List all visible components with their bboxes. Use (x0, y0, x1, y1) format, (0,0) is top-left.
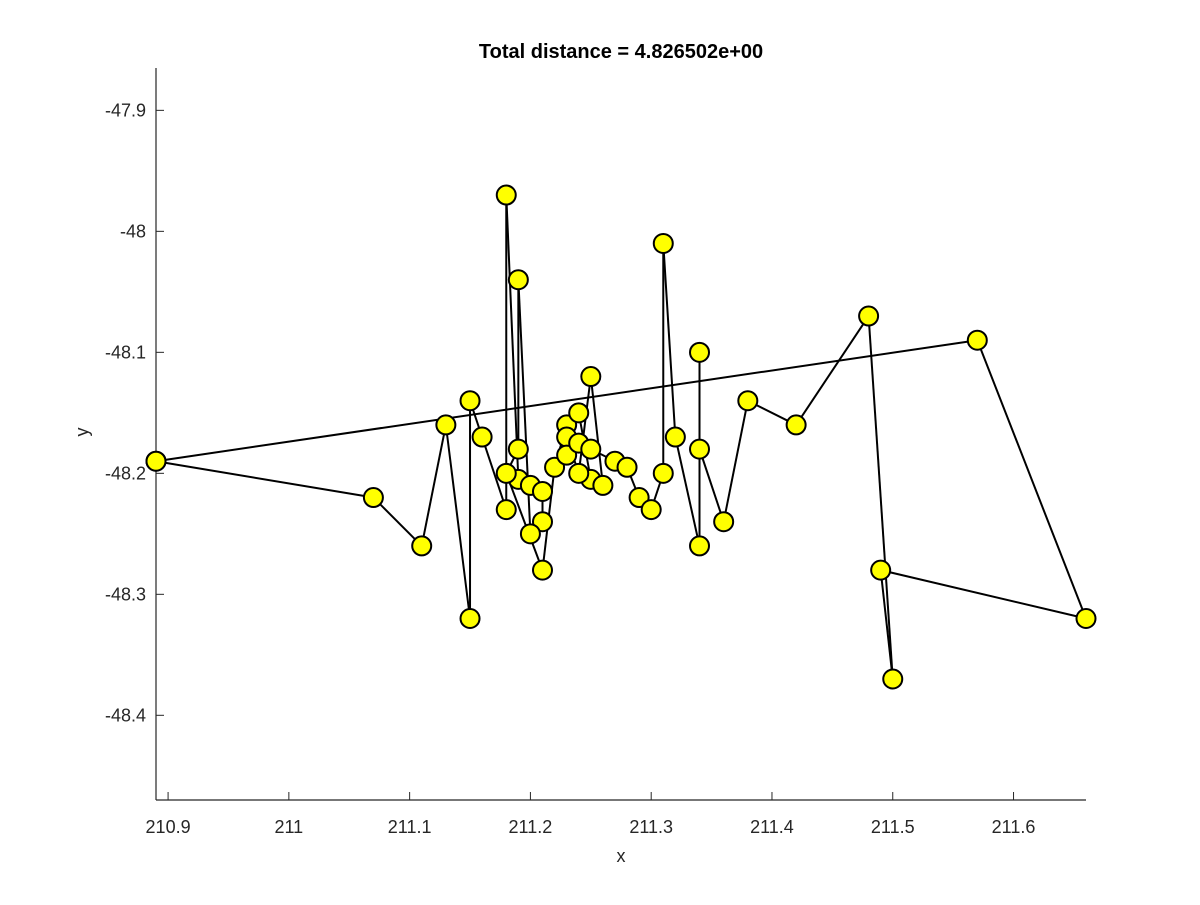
data-markers (145, 184, 1097, 690)
x-tick-label: 211 (275, 817, 304, 837)
data-point (580, 366, 602, 388)
route-segment (880, 569, 1087, 620)
data-point (495, 184, 517, 206)
route-segment (577, 376, 592, 474)
route-segment (722, 400, 749, 522)
route-segment (674, 436, 701, 547)
data-point (870, 559, 892, 581)
data-point (737, 390, 759, 412)
data-point (507, 269, 529, 291)
data-point (531, 559, 553, 581)
data-point (689, 438, 711, 460)
route-segment (795, 315, 870, 426)
route-segment (867, 315, 894, 680)
data-point (689, 535, 711, 557)
data-point (785, 414, 807, 436)
data-point (471, 426, 493, 448)
route-segment (976, 339, 1087, 619)
x-tick-label: 211.2 (509, 817, 553, 837)
route-segment (481, 436, 508, 510)
x-tick-label: 211.6 (992, 817, 1036, 837)
data-point (145, 450, 167, 472)
chart-title: Total distance = 4.826502e+00 (479, 41, 763, 63)
data-point (459, 390, 481, 412)
x-tick-label: 210.9 (146, 817, 191, 837)
data-point (411, 535, 433, 557)
data-point (664, 426, 686, 448)
data-point (495, 462, 517, 484)
x-tick-label: 211.5 (871, 817, 915, 837)
data-point (652, 462, 674, 484)
data-point (362, 487, 384, 509)
data-point (882, 668, 904, 690)
route-segment (879, 570, 894, 680)
x-tick-label: 211.4 (750, 817, 794, 837)
y-axis-label: y (72, 428, 92, 437)
data-point (616, 456, 638, 478)
data-point (568, 462, 590, 484)
data-point (592, 474, 614, 496)
data-point (459, 608, 481, 630)
data-point (1075, 608, 1097, 630)
data-point (435, 414, 457, 436)
y-tick-label: -48 (120, 221, 146, 241)
data-point (640, 499, 662, 521)
route-segment (420, 424, 447, 547)
route-segment (698, 448, 725, 523)
y-tick-label: -48.3 (105, 584, 146, 604)
route-segment (372, 496, 423, 547)
route-segment (505, 472, 544, 571)
x-axis-label: x (617, 846, 626, 866)
data-point (652, 232, 674, 254)
axes: 210.9 211 211.1 211.2 211.3 211.4 211.5 211.6 -4… (105, 68, 1086, 837)
route-segment (444, 424, 472, 619)
data-point (689, 341, 711, 363)
route-segment (155, 460, 374, 499)
x-tick-label: 211.1 (388, 817, 432, 837)
data-point (519, 523, 541, 545)
y-tick-label: -47.9 (105, 100, 146, 120)
data-point (713, 511, 735, 533)
data-point (531, 480, 553, 502)
x-tick-label: 211.3 (629, 817, 673, 837)
data-point (568, 402, 590, 424)
route-segment (505, 194, 520, 480)
y-tick-label: -48.2 (105, 463, 146, 483)
route-segment (589, 376, 604, 486)
data-point (495, 499, 517, 521)
data-point (858, 305, 880, 327)
data-point (507, 438, 529, 460)
y-tick-label: -48.1 (105, 342, 146, 362)
data-point (580, 438, 602, 460)
data-point (966, 329, 988, 351)
route-segment (155, 339, 978, 463)
y-tick-label: -48.4 (105, 705, 146, 725)
route-segment (662, 243, 677, 438)
